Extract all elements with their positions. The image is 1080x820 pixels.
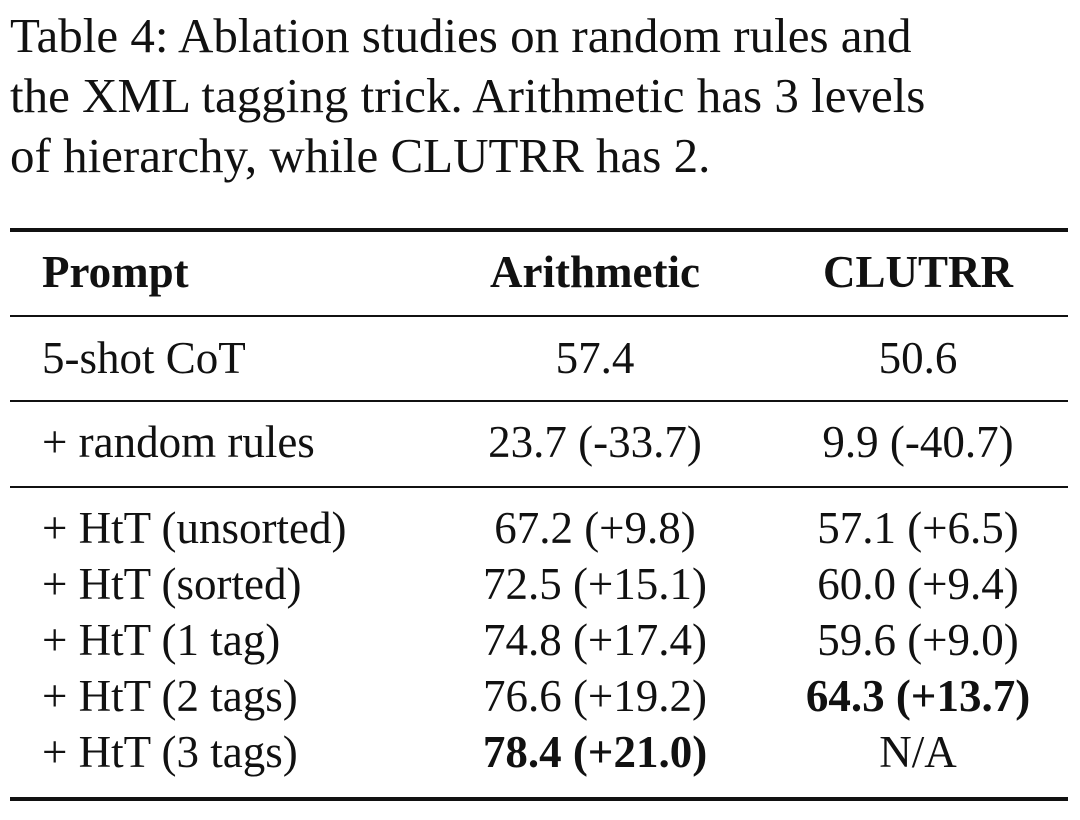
row-prompt: 5-shot CoT xyxy=(42,333,246,383)
header-prompt: Prompt xyxy=(42,247,189,297)
table-section-rule xyxy=(10,486,1068,488)
table-row: + random rules 23.7 (-33.7) 9.9 (-40.7) xyxy=(10,414,1068,470)
row-clutrr: 57.1 (+6.5) xyxy=(817,503,1019,553)
table-row: + HtT (2 tags) 76.6 (+19.2) 64.3 (+13.7) xyxy=(10,668,1068,724)
caption-line-1: Table 4: Ablation studies on random rule… xyxy=(10,8,912,63)
row-arithmetic: 23.7 (-33.7) xyxy=(488,417,702,467)
row-arithmetic: 74.8 (+17.4) xyxy=(482,615,708,665)
caption-line-3: of hierarchy, while CLUTRR has 2. xyxy=(10,128,711,183)
table-top-rule xyxy=(10,228,1068,232)
table-row: + HtT (3 tags) 78.4 (+21.0) N/A xyxy=(10,724,1068,780)
row-clutrr: N/A xyxy=(879,727,957,777)
row-clutrr: 50.6 xyxy=(878,333,958,383)
table-bottom-rule xyxy=(10,797,1068,801)
row-clutrr: 60.0 (+9.4) xyxy=(817,559,1019,609)
row-prompt: + HtT (2 tags) xyxy=(42,671,298,721)
header-clutrr: CLUTRR xyxy=(822,247,1014,297)
row-clutrr: 9.9 (-40.7) xyxy=(822,417,1014,467)
row-clutrr: 59.6 (+9.0) xyxy=(817,615,1019,665)
row-arithmetic: 67.2 (+9.8) xyxy=(494,503,696,553)
row-arithmetic: 76.6 (+19.2) xyxy=(482,671,708,721)
table-caption: Table 4: Ablation studies on random rule… xyxy=(10,6,1072,186)
row-prompt: + HtT (1 tag) xyxy=(42,615,281,665)
table-row: 5-shot CoT 57.4 50.6 xyxy=(10,330,1068,386)
row-prompt: + random rules xyxy=(42,417,315,467)
table-header-rule xyxy=(10,315,1068,317)
row-arithmetic: 57.4 xyxy=(555,333,635,383)
table-row: + HtT (unsorted) 67.2 (+9.8) 57.1 (+6.5) xyxy=(10,500,1068,556)
row-prompt: + HtT (unsorted) xyxy=(42,503,347,553)
row-prompt: + HtT (sorted) xyxy=(42,559,302,609)
row-clutrr-best: 64.3 (+13.7) xyxy=(805,671,1031,721)
table-row: + HtT (1 tag) 74.8 (+17.4) 59.6 (+9.0) xyxy=(10,612,1068,668)
row-arithmetic-best: 78.4 (+21.0) xyxy=(482,727,708,777)
caption-line-2: the XML tagging trick. Arithmetic has 3 … xyxy=(10,68,926,123)
row-arithmetic: 72.5 (+15.1) xyxy=(482,559,708,609)
header-arithmetic: Arithmetic xyxy=(490,247,700,297)
row-prompt: + HtT (3 tags) xyxy=(42,727,298,777)
table-header-row: Prompt Arithmetic CLUTRR xyxy=(10,244,1068,300)
table-section-rule xyxy=(10,400,1068,402)
table-row: + HtT (sorted) 72.5 (+15.1) 60.0 (+9.4) xyxy=(10,556,1068,612)
